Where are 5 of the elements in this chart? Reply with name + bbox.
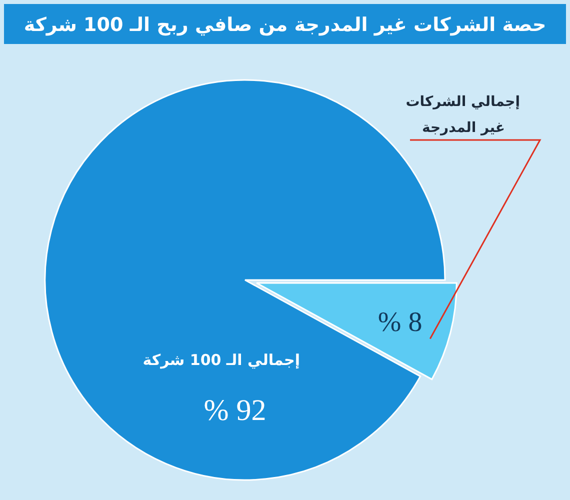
slice-label: إجمالي الشركات غير المدرجة [406, 94, 520, 136]
data-label: 8 % [378, 306, 422, 338]
chart-title: حصة الشركات غير المدرجة من صافي ربح الـ 100 شركة [24, 14, 546, 36]
data-label: 92 % [204, 394, 266, 427]
slice-label: إجمالي الـ 100 شركة [142, 351, 300, 369]
